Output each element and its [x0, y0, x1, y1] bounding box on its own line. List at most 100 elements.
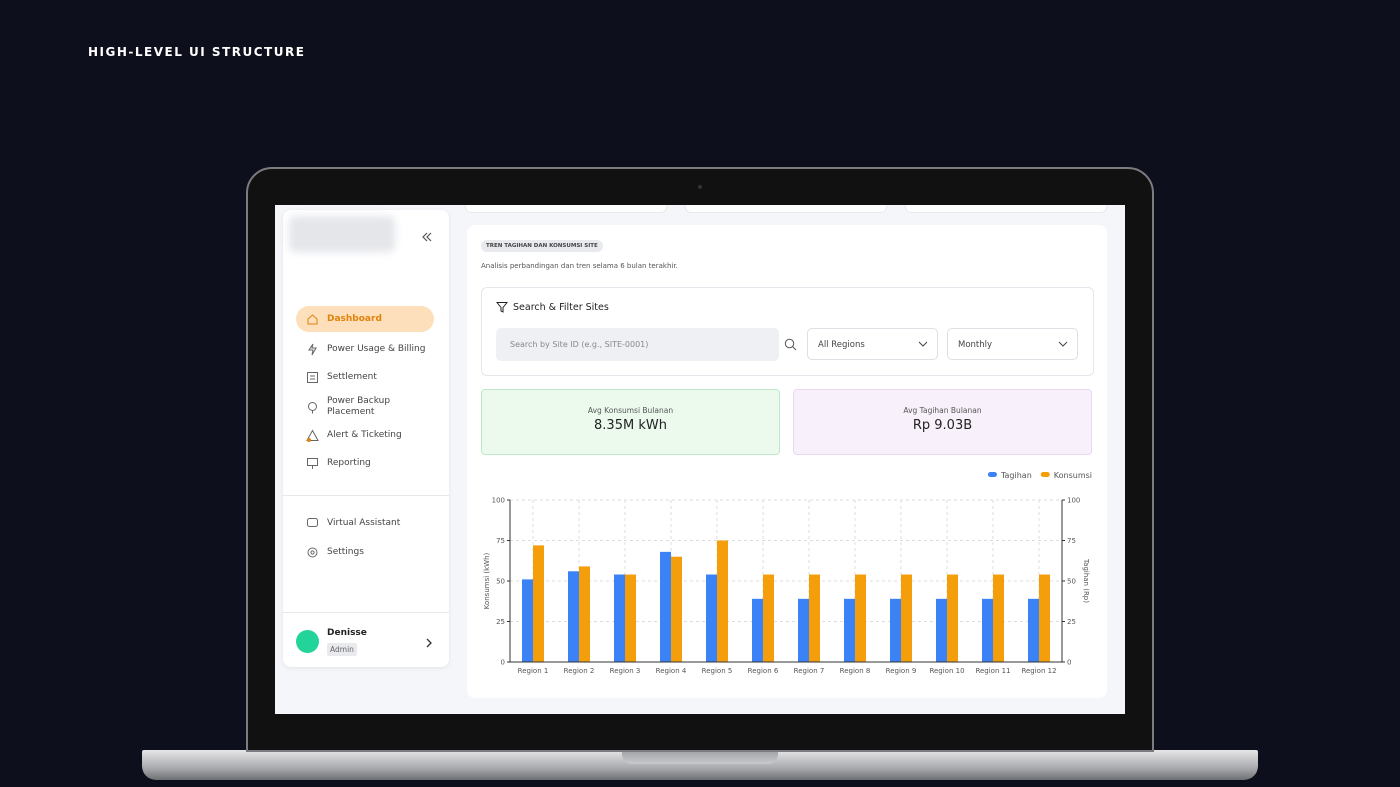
x-tick-label: Region 1	[518, 667, 549, 675]
y2-tick-label: 50	[1067, 578, 1076, 586]
bar	[752, 598, 763, 662]
legend-label: Konsumsi	[1054, 471, 1092, 480]
nav-item[interactable]: Alert & Ticketing	[296, 422, 434, 448]
icon	[307, 371, 318, 383]
y-tick-label: 50	[496, 578, 505, 586]
sidebar: Dashboard Power Usage & Billing Settleme…	[283, 210, 449, 667]
x-tick-label: Region 4	[656, 667, 687, 675]
user-role: Admin	[327, 643, 357, 656]
bar	[993, 574, 1004, 662]
icon	[306, 428, 319, 442]
stat-value: Rp 9.03B	[912, 418, 973, 433]
page-title: HIGH-LEVEL UI STRUCTURE	[88, 45, 306, 59]
bar	[533, 545, 544, 662]
stat-label: Avg Konsumsi Bulanan	[587, 406, 674, 415]
select-value: Monthly	[958, 340, 993, 350]
avatar	[296, 630, 319, 653]
filter-panel: Search & Filter Sites Search by Site ID …	[481, 287, 1094, 376]
nav-item[interactable]: Settings	[296, 539, 434, 565]
bar	[798, 598, 809, 662]
bar	[763, 574, 774, 662]
nav-label: Settings	[327, 546, 364, 557]
top-card	[905, 205, 1107, 213]
search-button[interactable]	[784, 338, 797, 351]
bar	[625, 574, 636, 662]
nav-item[interactable]: Reporting	[296, 450, 434, 476]
bar	[706, 574, 717, 662]
bar	[568, 571, 579, 662]
y-tick-label: 75	[496, 537, 505, 545]
icon	[307, 457, 318, 469]
chevron	[918, 341, 928, 347]
bar	[614, 574, 625, 662]
camera	[698, 185, 702, 189]
bar	[855, 574, 866, 662]
bar	[947, 574, 958, 662]
y2-tick-label: 25	[1067, 618, 1076, 626]
stat-label: Avg Tagihan Bulanan	[903, 406, 982, 415]
nav-label: Dashboard	[327, 313, 382, 324]
nav-item[interactable]: Power Usage & Billing	[296, 336, 434, 362]
icon	[307, 313, 318, 324]
icon	[307, 517, 318, 527]
bar	[1028, 598, 1039, 662]
x-tick-label: Region 12	[1021, 667, 1056, 675]
subtitle: Analisis perbandingan dan tren selama 6 …	[481, 262, 678, 270]
y-tick-label: 25	[496, 618, 505, 626]
bar	[1039, 574, 1050, 662]
nav-label: Power Usage & Billing	[327, 343, 426, 354]
legend-label: Tagihan	[1000, 471, 1032, 480]
nav-label: Reporting	[327, 457, 371, 468]
filter-title: Search & Filter Sites	[513, 302, 609, 313]
x-tick-label: Region 8	[840, 667, 871, 675]
bar	[890, 598, 901, 662]
select-value: All Regions	[818, 340, 865, 350]
bar	[936, 598, 947, 662]
icon	[308, 343, 317, 355]
laptop-notch	[622, 750, 778, 764]
region-select[interactable]: All Regions	[807, 328, 938, 360]
search-input[interactable]: Search by Site ID (e.g., SITE-0001)	[496, 328, 779, 361]
bar	[660, 551, 671, 662]
y-tick-label: 100	[492, 497, 505, 505]
nav-label: Settlement	[327, 371, 377, 382]
bar	[522, 579, 533, 662]
nav-label: Power Backup Placement	[327, 396, 391, 417]
nav-item[interactable]: Settlement	[296, 364, 434, 390]
user-name: Denisse	[327, 628, 367, 638]
main-card: TREN TAGIHAN DAN KONSUMSI SITE Analisis …	[467, 225, 1107, 698]
chart: 0 25 50 75 100 0 25 50 75 100 Konsumsi (kWh) Tagiha…	[483, 471, 1092, 675]
logo	[289, 216, 395, 252]
divider	[283, 495, 449, 496]
divider	[283, 612, 449, 613]
x-tick-label: Region 11	[975, 667, 1010, 675]
period-select[interactable]: Monthly	[947, 328, 1078, 360]
bar	[579, 566, 590, 662]
y2-tick-label: 100	[1067, 497, 1080, 505]
x-tick-label: Region 6	[748, 667, 779, 675]
x-tick-label: Region 3	[610, 667, 641, 675]
nav-item[interactable]: Power Backup Placement	[296, 392, 434, 422]
nav-item[interactable]: Dashboard	[296, 306, 434, 332]
y2-tick-label: 75	[1067, 537, 1076, 545]
y-tick-label: 0	[501, 659, 505, 667]
legend-swatch	[1040, 472, 1050, 477]
y2-tick-label: 0	[1067, 659, 1071, 667]
screen: Dashboard Power Usage & Billing Settleme…	[275, 205, 1125, 714]
nav-item[interactable]: Virtual Assistant	[296, 510, 434, 536]
badge: TREN TAGIHAN DAN KONSUMSI SITE	[481, 240, 603, 252]
stat-value: 8.35M kWh	[594, 418, 667, 433]
filter-icon	[496, 302, 508, 313]
top-card	[465, 205, 667, 213]
top-card	[685, 205, 887, 213]
icon	[308, 401, 317, 413]
collapse-button[interactable]	[422, 232, 432, 242]
y-axis-title: Konsumsi (kWh)	[483, 552, 491, 609]
x-tick-label: Region 10	[929, 667, 964, 675]
nav-label: Alert & Ticketing	[327, 429, 402, 440]
nav-label: Virtual Assistant	[327, 517, 401, 528]
user-menu[interactable]	[425, 638, 433, 648]
bar	[844, 598, 855, 662]
x-tick-label: Region 2	[564, 667, 595, 675]
x-tick-label: Region 9	[886, 667, 917, 675]
